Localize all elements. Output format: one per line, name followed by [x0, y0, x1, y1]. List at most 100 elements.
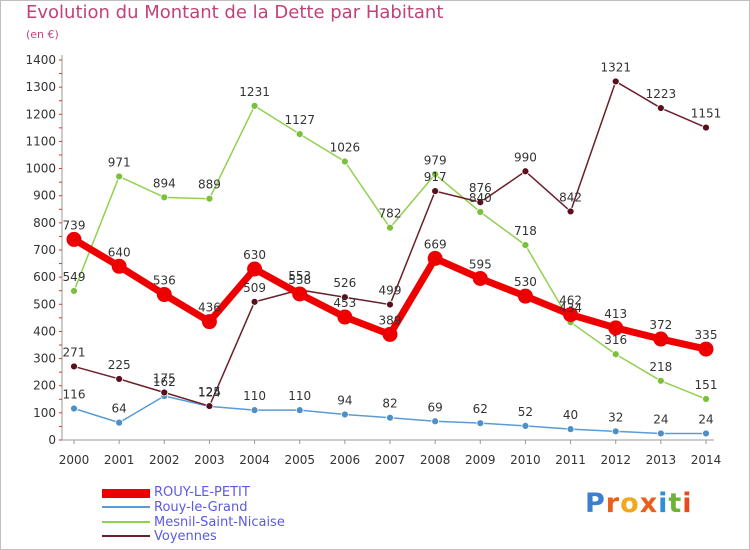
data-point: [517, 288, 533, 304]
data-point: [566, 207, 575, 216]
series-line: [73, 105, 707, 400]
data-label: 62: [473, 402, 488, 416]
x-tick-label: 2009: [465, 453, 496, 467]
data-label: 151: [695, 378, 718, 392]
data-point: [386, 413, 394, 422]
data-point: [115, 375, 124, 383]
data-label: 116: [63, 388, 86, 402]
data-point: [476, 419, 485, 428]
x-tick-label: 2000: [59, 453, 90, 467]
y-tick-label: 600: [33, 270, 56, 284]
series-rouy-le-petit: [66, 231, 714, 357]
data-label: 1127: [284, 113, 315, 127]
data-point: [292, 286, 308, 302]
data-point: [66, 231, 82, 247]
legend-label: Voyennes: [154, 529, 217, 544]
chart-lines: [66, 77, 714, 438]
y-tick-label: 1100: [25, 134, 56, 148]
x-tick-label: 2010: [510, 453, 541, 467]
data-label: 453: [333, 296, 356, 310]
data-label: 389: [379, 313, 402, 327]
data-label: 372: [649, 318, 672, 332]
data-label: 894: [153, 176, 176, 190]
data-label: 509: [243, 281, 266, 295]
data-label: 52: [518, 405, 533, 419]
data-point: [521, 167, 530, 176]
legend-swatch: [102, 489, 150, 498]
data-label: 499: [379, 284, 402, 298]
y-tick-label: 400: [33, 324, 56, 338]
data-point: [295, 130, 304, 139]
data-point: [656, 104, 665, 112]
data-label: 1026: [330, 141, 361, 155]
data-point: [70, 404, 78, 413]
data-label: 64: [112, 402, 127, 416]
data-point: [205, 194, 214, 203]
data-point: [205, 402, 214, 410]
data-label: 526: [333, 276, 356, 290]
data-point: [653, 331, 669, 347]
y-tick-label: 0: [48, 433, 56, 447]
data-point: [702, 429, 710, 438]
data-point: [611, 350, 620, 359]
data-point: [656, 429, 665, 438]
data-label: 24: [698, 412, 713, 426]
x-tick-label: 2003: [194, 453, 225, 467]
data-label: 218: [649, 360, 672, 374]
data-point: [431, 170, 440, 179]
legend-swatch: [102, 506, 150, 508]
data-label: 1321: [600, 60, 631, 74]
data-point: [111, 258, 127, 274]
data-label: 124: [198, 385, 221, 399]
data-label: 225: [108, 358, 131, 372]
data-point: [340, 410, 349, 419]
x-tick-label: 2014: [691, 453, 722, 467]
data-label: 1231: [239, 85, 270, 99]
x-tick-label: 2012: [600, 453, 631, 467]
data-label: 162: [153, 375, 176, 389]
data-point: [431, 417, 440, 426]
data-label: 335: [695, 328, 718, 342]
data-point: [656, 376, 665, 385]
data-point: [250, 406, 259, 415]
x-tick-label: 2005: [284, 453, 315, 467]
data-label: 32: [608, 410, 623, 424]
data-point: [295, 406, 304, 415]
data-label: 889: [198, 178, 221, 192]
legend-swatch: [102, 521, 150, 523]
data-label: 718: [514, 224, 537, 238]
data-point: [476, 198, 485, 207]
legend-label: ROUY-LE-PETIT: [154, 485, 250, 500]
y-tick-label: 700: [33, 243, 56, 257]
legend-label: Mesnil-Saint-Nicaise: [154, 515, 285, 530]
data-point: [250, 101, 259, 110]
x-tick-label: 2008: [420, 453, 451, 467]
y-tick-label: 1400: [25, 53, 56, 67]
data-point: [156, 287, 172, 303]
data-point: [70, 287, 78, 295]
data-label: 876: [469, 181, 492, 195]
data-label: 739: [63, 218, 86, 232]
data-label: 530: [514, 275, 537, 289]
data-point: [340, 157, 349, 166]
data-label: 413: [604, 307, 627, 321]
data-point: [382, 326, 398, 342]
x-tick-label: 2001: [104, 453, 135, 467]
y-tick-label: 1300: [25, 80, 56, 94]
data-point: [250, 297, 259, 306]
x-tick-label: 2006: [330, 453, 361, 467]
data-point: [431, 187, 440, 196]
x-tick-label: 2011: [555, 453, 586, 467]
y-tick-label: 1000: [25, 162, 56, 176]
data-point: [698, 341, 714, 357]
data-point: [160, 388, 169, 397]
data-label: 436: [198, 301, 221, 315]
data-point: [563, 307, 579, 323]
data-point: [201, 314, 217, 330]
data-label: 549: [63, 270, 86, 284]
data-label: 917: [424, 170, 447, 184]
data-label: 125: [198, 385, 221, 399]
data-label: 840: [469, 191, 492, 205]
series-line: [73, 80, 707, 407]
data-label: 110: [288, 389, 311, 403]
